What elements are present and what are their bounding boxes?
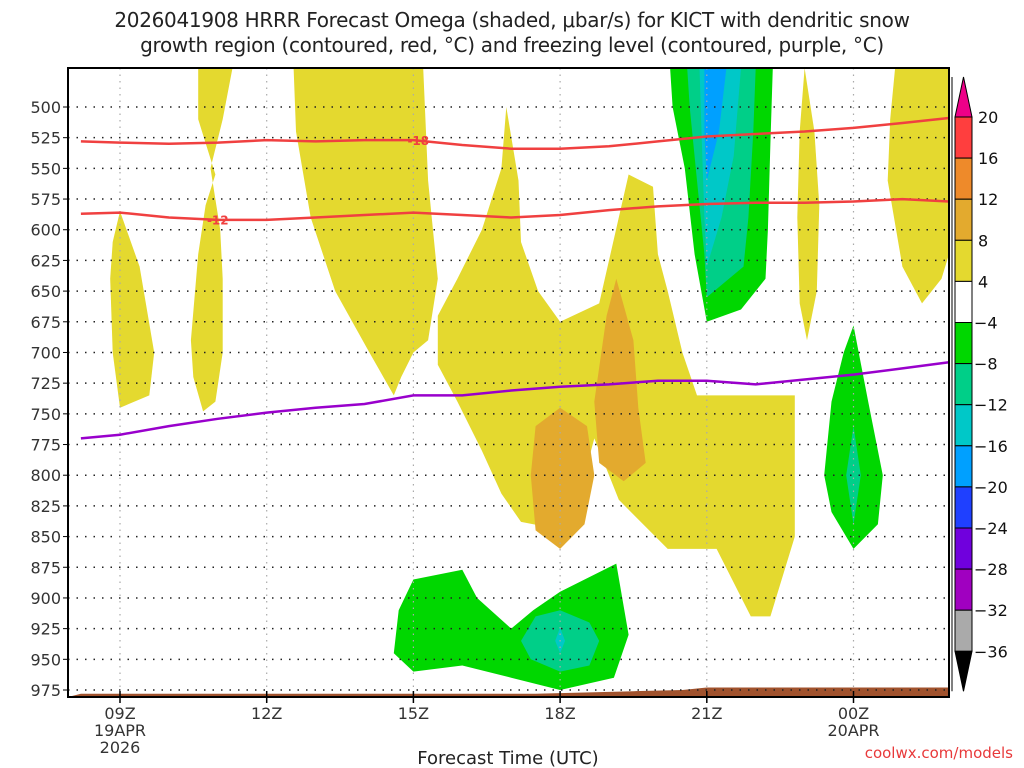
- colorbar-swatch-8: [954, 445, 973, 488]
- omega-region-pos4_8-7: [887, 68, 949, 304]
- colorbar-swatch-3: [954, 239, 973, 282]
- x-tick-label-18Z: 18Z: [544, 704, 575, 723]
- colorbar-swatch-5: [954, 322, 973, 365]
- colorbar-label-8: 8: [978, 231, 988, 250]
- colorbar-label-12: 12: [978, 190, 998, 209]
- dgz-contour--12: [80, 197, 950, 222]
- y-tick-label-500: 500: [30, 98, 61, 117]
- y-tick-label-750: 750: [30, 405, 61, 424]
- colorbar-label--28: −28: [974, 560, 1008, 579]
- ground-surface: [68, 687, 949, 697]
- y-tick-label-850: 850: [30, 528, 61, 547]
- chart-title-line-1: 2026041908 HRRR Forecast Omega (shaded, …: [114, 8, 910, 32]
- colorbar-swatch-0: [954, 116, 973, 159]
- x-tick-date-09Z: 19APR: [94, 721, 146, 740]
- y-tick-label-825: 825: [30, 497, 61, 516]
- colorbar-label--20: −20: [974, 478, 1008, 497]
- omega-region-pos4_8-1: [110, 211, 155, 408]
- omega-region-pos4_8-2: [293, 68, 438, 396]
- omega-shading-layer: [110, 68, 949, 690]
- omega-region-pos8_12-4: [594, 278, 646, 482]
- colorbar-swatch-6: [954, 363, 973, 406]
- colorbar-label--36: −36: [974, 642, 1008, 661]
- y-tick-label-775: 775: [30, 436, 61, 455]
- colorbar-swatch-7: [954, 404, 973, 447]
- x-tick-label-09Z: 09Z: [104, 704, 135, 723]
- x-tick-label-21Z: 21Z: [691, 704, 722, 723]
- omega-region-pos4_8-6: [797, 68, 820, 341]
- colorbar-swatch-12: [954, 609, 973, 652]
- chart-title-line-2: growth region (contoured, red, °C) and f…: [140, 33, 884, 57]
- x-tick-label-12Z: 12Z: [251, 704, 282, 723]
- contour-lines-layer: -18 -12: [80, 116, 950, 440]
- dgz-contour-label--12: -12: [207, 213, 229, 227]
- grid-layer: [68, 68, 949, 697]
- y-tick-label-875: 875: [30, 558, 61, 577]
- ground-layer: [68, 687, 949, 697]
- y-tick-label-950: 950: [30, 650, 61, 669]
- colorbar-over-arrow: [954, 76, 973, 118]
- y-tick-label-675: 675: [30, 313, 61, 332]
- omega-region-neg4_8-14: [393, 563, 629, 690]
- colorbar-swatch-1: [954, 157, 973, 200]
- y-tick-label-900: 900: [30, 589, 61, 608]
- y-tick-label-975: 975: [30, 681, 61, 700]
- plot-frame: [67, 67, 950, 698]
- colorbar-label-20: 20: [978, 108, 998, 127]
- colorbar-swatch-9: [954, 486, 973, 529]
- x-tick-year-09Z: 2026: [100, 738, 141, 757]
- colorbar-label--8: −8: [974, 355, 998, 374]
- omega-region-pos4_8-0: [190, 68, 233, 412]
- y-tick-label-575: 575: [30, 190, 61, 209]
- omega-region-neg16_20-11: [704, 68, 727, 181]
- y-tick-label-700: 700: [30, 343, 61, 362]
- y-axis: 500 525 550 575 600 625 650 675 700 725 750 775 800 8…: [30, 98, 68, 700]
- x-tick-date-00Z: 20APR: [827, 721, 879, 740]
- y-tick-label-925: 925: [30, 620, 61, 639]
- colorbar-label--32: −32: [974, 601, 1008, 620]
- colorbar-swatch-11: [954, 568, 973, 611]
- dgz-contour-label--18: -18: [407, 134, 429, 148]
- credit-link[interactable]: coolwx.com/models: [865, 744, 1013, 762]
- colorbar: 20 16 12 8 4 −4 −8 −12 −16 −20 −24 −28 −32 −36: [951, 76, 1008, 692]
- colorbar-label--12: −12: [974, 396, 1008, 415]
- x-axis-title: Forecast Time (UTC): [417, 748, 598, 768]
- colorbar-swatch-2: [954, 198, 973, 241]
- x-tick-label-15Z: 15Z: [398, 704, 429, 723]
- y-tick-label-600: 600: [30, 221, 61, 240]
- y-tick-label-525: 525: [30, 129, 61, 148]
- y-tick-label-800: 800: [30, 466, 61, 485]
- colorbar-label-4: 4: [978, 272, 988, 291]
- omega-region-neg8_12-13: [846, 426, 861, 525]
- y-tick-label-625: 625: [30, 251, 61, 270]
- colorbar-swatch-10: [954, 527, 973, 570]
- omega-region-pos8_12-5: [530, 407, 595, 549]
- x-tick-label-00Z: 00Z: [838, 704, 869, 723]
- colorbar-label-16: 16: [978, 149, 998, 168]
- colorbar-swatch-4: [954, 280, 973, 323]
- colorbar-label--24: −24: [974, 519, 1008, 538]
- chart-title: 2026041908 HRRR Forecast Omega (shaded, …: [0, 8, 1024, 58]
- y-tick-label-550: 550: [30, 159, 61, 178]
- y-tick-label-725: 725: [30, 374, 61, 393]
- freezing-level-line: [80, 361, 950, 440]
- y-tick-label-650: 650: [30, 282, 61, 301]
- colorbar-under-arrow: [954, 650, 973, 692]
- dgz-contour--18: [80, 116, 950, 150]
- colorbar-label--4: −4: [974, 314, 998, 333]
- colorbar-label--16: −16: [974, 437, 1008, 456]
